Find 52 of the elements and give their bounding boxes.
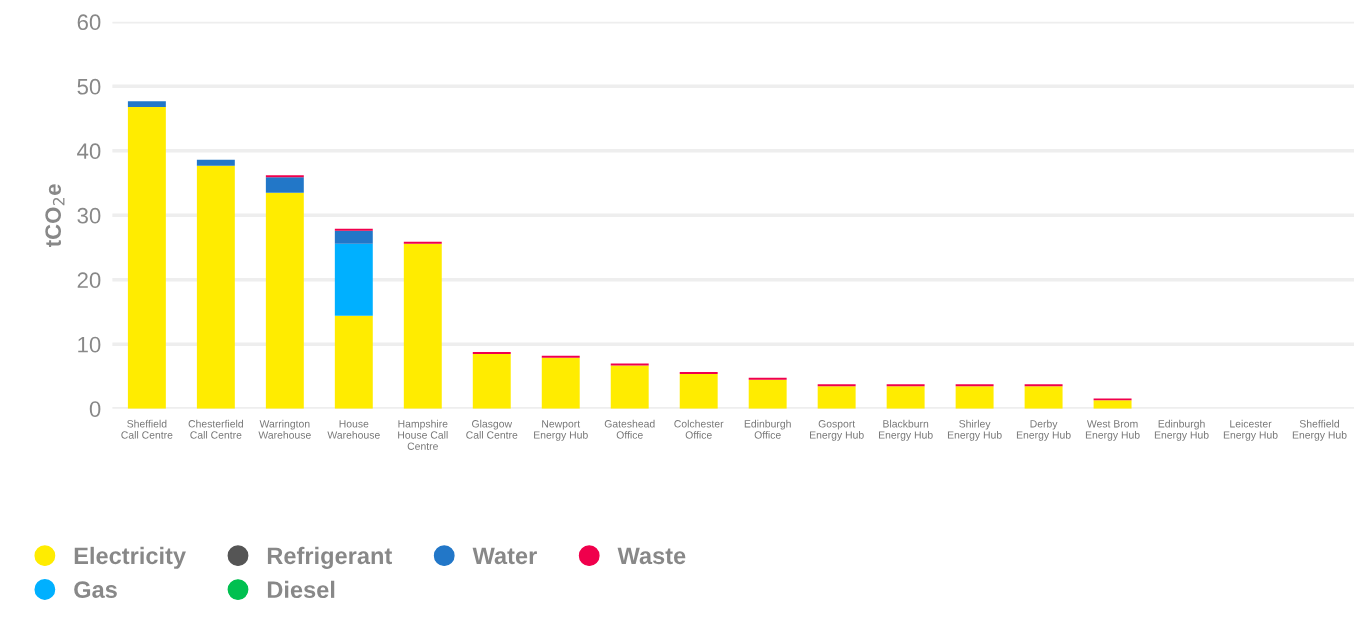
x-tick-label: Gateshead Office (604, 419, 655, 439)
x-tick-label: Hampshire House Call Centre (398, 419, 448, 450)
x-tick-label: Leicester Energy Hub (1223, 419, 1278, 441)
bar (610, 365, 649, 409)
x-tick-label: Gosport Energy Hub (810, 420, 864, 441)
y-tick-label: 0 (89, 401, 101, 417)
x-tick-label: West Brom Energy Hub (1085, 420, 1140, 441)
bar (196, 159, 235, 166)
x-tick-label: Chesterfield Call Centre (188, 419, 243, 439)
bar (955, 386, 994, 409)
legend-label: Electricity (74, 546, 186, 569)
bar (127, 101, 166, 107)
bar (679, 373, 718, 409)
bar (541, 357, 580, 409)
y-tick-label: 20 (77, 272, 101, 289)
bar (127, 106, 166, 409)
legend-label: Water (472, 547, 537, 565)
y-tick-label: 30 (77, 207, 101, 224)
legend-label: Diesel (267, 580, 335, 599)
x-tick-label: Sheffield Energy Hub (1292, 419, 1347, 441)
legend-label: Waste (617, 547, 686, 565)
y-tick-label: 40 (77, 143, 101, 160)
bar (334, 243, 373, 316)
x-tick-label: Derby Energy Hub (1016, 419, 1071, 441)
bar (334, 230, 373, 244)
y-tick-label: 60 (77, 14, 101, 31)
x-tick-label: Glasgow Call Centre (466, 419, 518, 439)
bar (334, 315, 373, 409)
x-tick-label: House Warehouse (327, 420, 380, 439)
y-tick-label: 50 (77, 78, 101, 95)
bar (196, 165, 235, 409)
bar (886, 386, 925, 409)
x-tick-label: Warrington Warehouse (258, 419, 311, 439)
legend-label: Gas (74, 581, 117, 598)
y-axis-title: tCO$_{2}$e (45, 184, 65, 248)
bar (748, 379, 787, 409)
bar (403, 243, 442, 409)
bar (817, 386, 856, 409)
bar (1093, 400, 1132, 409)
x-tick-label: Shirley Energy Hub (947, 419, 1002, 441)
legend-label: Refrigerant (267, 546, 392, 569)
bar (472, 353, 511, 409)
bar (1024, 386, 1063, 409)
x-tick-label: Edinburgh Office (744, 419, 791, 439)
x-tick-label: Colchester Office (674, 419, 724, 439)
bar (265, 177, 304, 193)
x-tick-label: Newport Energy Hub (534, 420, 588, 441)
bar (265, 192, 304, 409)
y-tick-label: 10 (78, 336, 101, 353)
x-tick-label: Edinburgh Energy Hub (1154, 419, 1209, 441)
x-tick-label: Sheffield Call Centre (121, 419, 173, 439)
x-tick-label: Blackburn Energy Hub (878, 419, 933, 441)
